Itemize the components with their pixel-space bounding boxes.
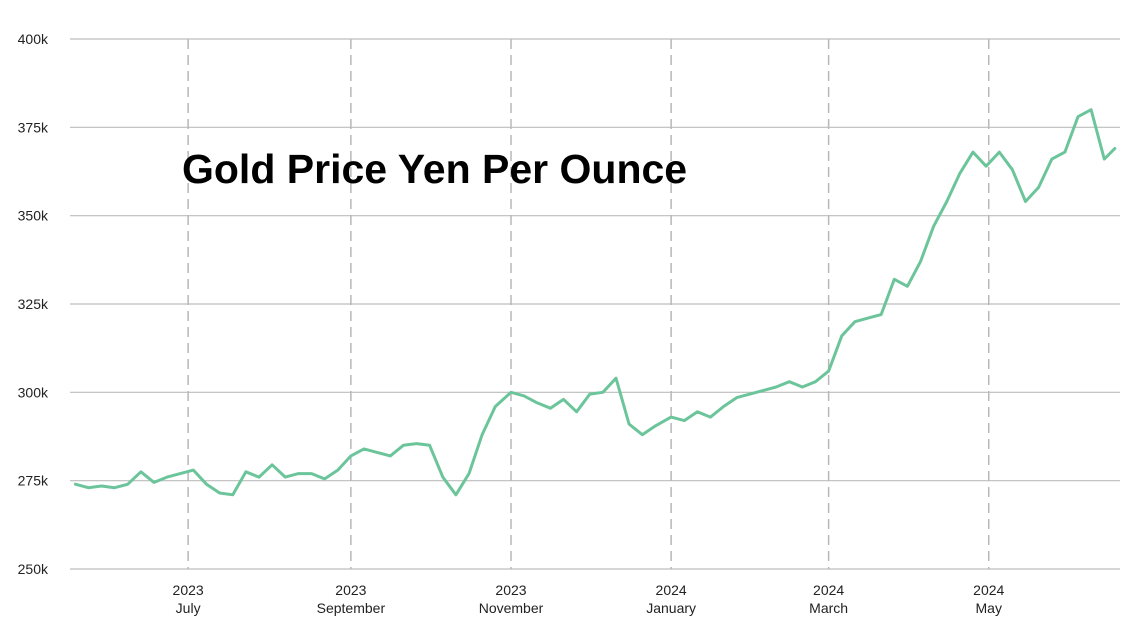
x-tick-month-label: January xyxy=(646,600,696,616)
x-axis-tick-labels: 2023 July 2023 September 2023 November 2024 Jan… xyxy=(173,582,1005,616)
y-tick-label: 250k xyxy=(18,561,49,577)
vertical-gridlines xyxy=(187,39,990,569)
horizontal-gridlines xyxy=(70,38,1120,570)
y-tick-label: 400k xyxy=(18,31,49,47)
x-tick-year-label: 2024 xyxy=(656,582,687,598)
x-tick-year-label: 2023 xyxy=(173,582,204,598)
y-tick-label: 350k xyxy=(18,208,49,224)
y-tick-label: 275k xyxy=(18,473,49,489)
x-tick-year-label: 2024 xyxy=(973,582,1004,598)
chart-title: Gold Price Yen Per Ounce xyxy=(182,146,687,192)
y-tick-label: 325k xyxy=(18,296,49,312)
x-tick-month-label: March xyxy=(809,600,848,616)
x-tick-month-label: September xyxy=(317,600,386,616)
x-tick-month-label: May xyxy=(976,600,1002,616)
y-tick-label: 300k xyxy=(18,384,49,400)
y-axis-tick-labels: 250k 275k 300k 325k 350k 375k 400k xyxy=(18,31,49,577)
x-tick-year-label: 2023 xyxy=(335,582,366,598)
gold-price-line xyxy=(73,108,1117,497)
x-tick-year-label: 2023 xyxy=(495,582,526,598)
x-tick-month-label: November xyxy=(479,600,544,616)
x-tick-year-label: 2024 xyxy=(813,582,844,598)
y-tick-label: 375k xyxy=(18,119,49,135)
x-tick-month-label: July xyxy=(176,600,201,616)
